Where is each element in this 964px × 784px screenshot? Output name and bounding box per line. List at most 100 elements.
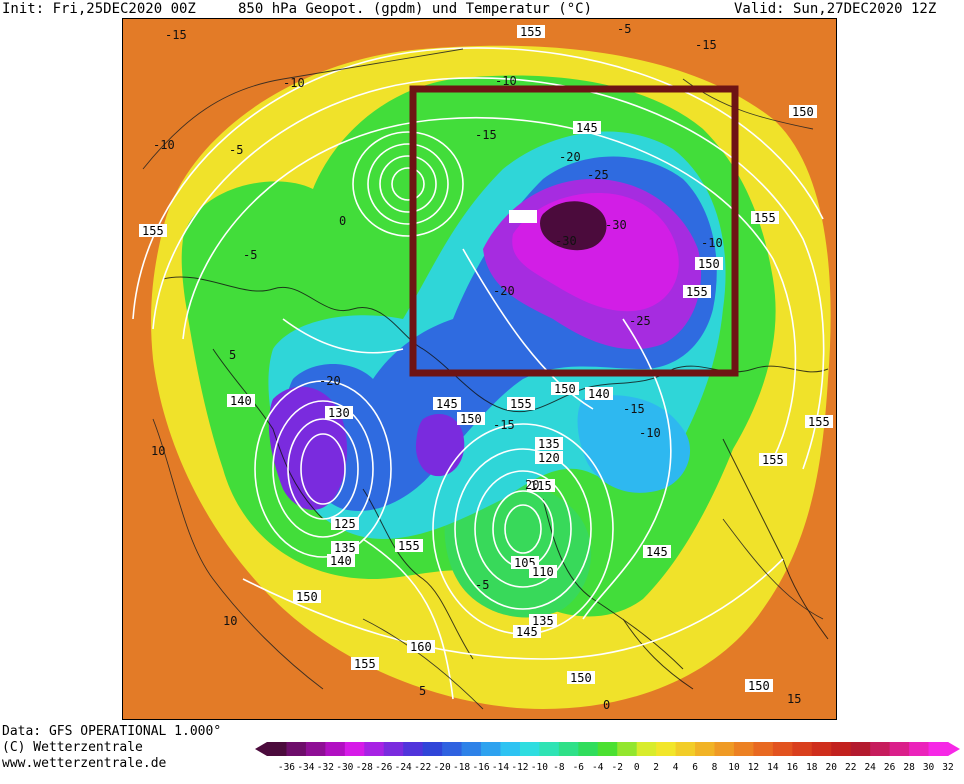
legend-tick-label: -2 (612, 762, 623, 773)
legend-swatch (364, 742, 385, 756)
legend-tick-label: 12 (748, 762, 759, 773)
legend-tick-label: -26 (375, 762, 392, 773)
copyright: (C) Wetterzentrale (2, 740, 143, 755)
green-south-lobe (444, 478, 592, 618)
temperature-label: -15 (165, 28, 187, 42)
svg-text:155: 155 (754, 211, 776, 225)
legend-swatch (636, 742, 657, 756)
temperature-label: -15 (623, 402, 645, 416)
geopotential-label: 155 (759, 453, 787, 467)
geopotential-label: 150 (567, 671, 595, 685)
svg-text:140: 140 (588, 387, 610, 401)
svg-text:150: 150 (460, 412, 482, 426)
geopotential-label: 145 (573, 121, 601, 135)
geopotential-label-group: 155 150 145 155 155 150 155 140 130 145 … (139, 25, 833, 693)
svg-text:150: 150 (748, 679, 770, 693)
temperature-label: -25 (587, 168, 609, 182)
legend-tick-label: 16 (787, 762, 799, 773)
legend-tick-label: 0 (634, 762, 640, 773)
geopotential-label: 145 (433, 397, 461, 411)
geopotential-label: 135 (529, 614, 557, 628)
legend-tick-label: -18 (453, 762, 470, 773)
geopotential-label: 135 (331, 541, 359, 555)
legend-tick-label: -30 (336, 762, 353, 773)
svg-text:150: 150 (296, 590, 318, 604)
legend-tick-label: -4 (592, 762, 604, 773)
legend-tick-label: 30 (923, 762, 935, 773)
geopotential-label: 140 (227, 394, 255, 408)
legend-tick-label: 20 (826, 762, 838, 773)
geopotential-label: 160 (407, 640, 435, 654)
purple-core-center (415, 414, 465, 477)
legend-swatch (286, 742, 307, 756)
geopotential-label: 125 (331, 517, 359, 531)
legend-swatch (519, 742, 540, 756)
svg-text:160: 160 (410, 640, 432, 654)
legend-swatch (617, 742, 638, 756)
geopotential-label (509, 210, 537, 223)
temperature-label: -5 (475, 578, 489, 592)
geopotential-label: 155 (351, 657, 379, 671)
legend-tick-label: 2 (653, 762, 659, 773)
legend-swatch (656, 742, 677, 756)
legend-swatch (850, 742, 871, 756)
geopotential-label: 150 (551, 382, 579, 396)
legend-swatch (792, 742, 813, 756)
geopotential-label: 150 (457, 412, 485, 426)
geopotential-label: 150 (745, 679, 773, 693)
temperature-label: -25 (629, 314, 651, 328)
temperature-label: -15 (475, 128, 497, 142)
geopotential-label: 155 (683, 285, 711, 299)
legend-swatch (267, 742, 287, 756)
legend-swatch (305, 742, 326, 756)
temperature-label: -5 (617, 22, 631, 36)
valid-time: Valid: Sun,27DEC2020 12Z (734, 1, 937, 17)
legend-arrow-left (255, 742, 267, 756)
svg-text:155: 155 (142, 224, 164, 238)
legend-tick-label: -10 (531, 762, 548, 773)
svg-text:150: 150 (554, 382, 576, 396)
map-title: 850 hPa Geopot. (gpdm) und Temperatur (°… (238, 1, 593, 17)
coastlines (162, 276, 829, 690)
temperature-label: -20 (319, 374, 341, 388)
legend-swatch (325, 742, 346, 756)
lightblue-east (577, 395, 691, 493)
legend-tick-labels: -36 -34 -32 -30 -28 -26 -24 -22 -20 -18 -16 -14 -12-… (278, 762, 954, 773)
legend-swatch (442, 742, 463, 756)
svg-text:145: 145 (646, 545, 668, 559)
weather-map: 155 150 145 155 155 150 155 140 130 145 … (122, 18, 837, 720)
geopotential-label: 155 (507, 397, 535, 411)
legend-tick-label: 22 (845, 762, 856, 773)
legend-swatch (344, 742, 365, 756)
geopotential-label: 145 (643, 545, 671, 559)
temperature-label: 5 (229, 348, 236, 362)
legend-tick-label: 18 (806, 762, 818, 773)
data-source: Data: GFS OPERATIONAL 1.000° (2, 724, 222, 739)
legend-swatch (772, 742, 793, 756)
geopotential-label: 140 (585, 387, 613, 401)
temperature-label-group: -15 -10 -5 -15 -10 -10 -5 -15 -20 -25 -3… (151, 22, 801, 712)
svg-text:155: 155 (398, 539, 420, 553)
temperature-label: -20 (559, 150, 581, 164)
temperature-label: 10 (151, 444, 165, 458)
legend-tick-label: -12 (511, 762, 528, 773)
temperature-label: 0 (603, 698, 610, 712)
legend-tick-label: 4 (673, 762, 679, 773)
geopotential-label: 120 (535, 451, 563, 465)
temperature-label: -10 (639, 426, 661, 440)
legend-tick-label: -24 (395, 762, 412, 773)
temperature-color-legend: -36 -34 -32 -30 -28 -26 -24 -22 -20 -18 -16 -14 -12-… (255, 742, 960, 773)
geopotential-label: 155 (139, 224, 167, 238)
geopotential-label: 145 (513, 625, 541, 639)
map-canvas: 155 150 145 155 155 150 155 140 130 145 … (123, 19, 836, 719)
geopotential-label: 155 (517, 25, 545, 39)
legend-swatch (539, 742, 560, 756)
legend-swatch (889, 742, 910, 756)
legend-swatch (675, 742, 696, 756)
svg-text:150: 150 (698, 257, 720, 271)
legend-tick-label: -32 (317, 762, 334, 773)
temperature-label: -15 (493, 418, 515, 432)
temperature-label: -20 (493, 284, 515, 298)
temperature-isotherms (142, 48, 824, 710)
temperature-label: -30 (605, 218, 627, 232)
